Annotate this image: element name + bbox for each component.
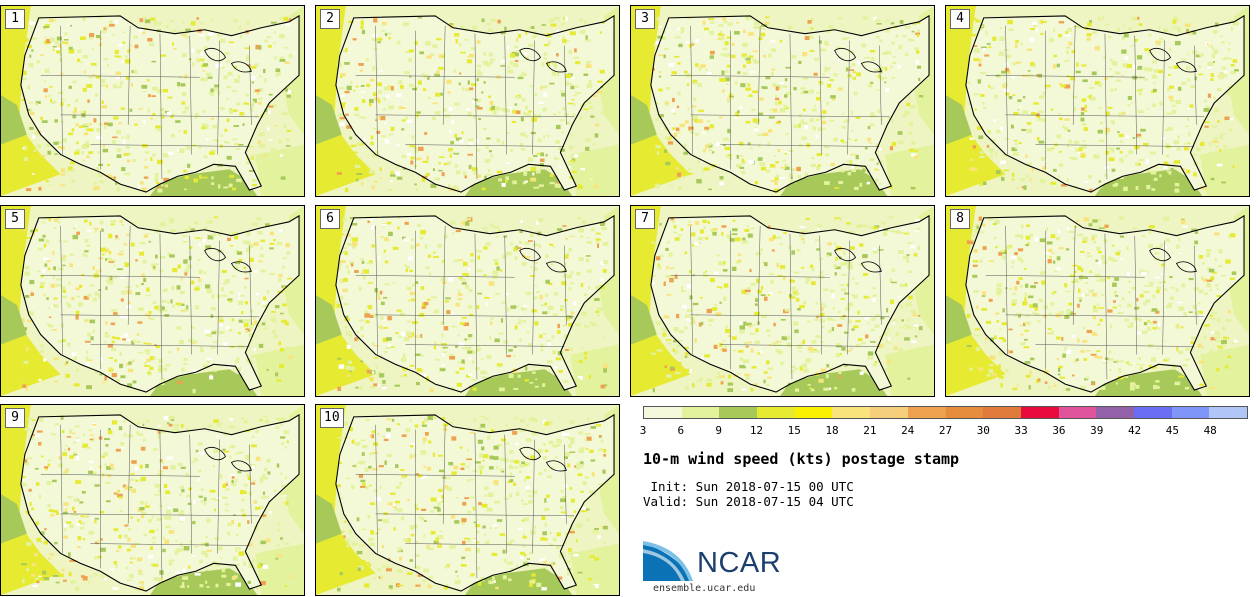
colorbar-swatch <box>644 407 682 418</box>
panel-number: 8 <box>950 209 970 229</box>
colorbar-swatch <box>1133 407 1172 418</box>
colorbar-swatch <box>1020 407 1059 418</box>
panel-number: 3 <box>635 9 655 29</box>
wind-speed-map <box>631 206 934 396</box>
ncar-logo-icon <box>643 541 693 581</box>
init-time: Init: Sun 2018-07-15 00 UTC <box>643 479 854 494</box>
valid-time: Valid: Sun 2018-07-15 04 UTC <box>643 494 854 509</box>
map-panel-8: 8 <box>945 205 1250 397</box>
wind-speed-map <box>1 206 304 396</box>
colorbar-tick-label: 3 <box>639 424 647 437</box>
colorbar-tick-label: 12 <box>749 424 764 437</box>
map-panel-3: 3 <box>630 5 935 197</box>
colorbar-swatch <box>983 407 1021 418</box>
colorbar-ticks: 3 6 9 12 15 18 21 24 27 30 33 36 39 42 45 48 <box>639 424 1248 440</box>
colorbar-tick-label: 39 <box>1090 424 1104 437</box>
panel-number: 2 <box>320 9 340 29</box>
colorbar-tick-label: 9 <box>715 424 722 437</box>
map-panel-10: 10 <box>315 404 620 596</box>
panel-number: 1 <box>5 9 25 29</box>
panel-number: 9 <box>5 408 25 428</box>
colorbar-swatch <box>794 407 833 418</box>
colorbar-tick-label: 15 <box>787 424 801 437</box>
panel-number: 10 <box>320 408 344 428</box>
colorbar-tick-label: 6 <box>677 424 685 437</box>
colorbar-swatch <box>1171 407 1210 418</box>
map-panel-7: 7 <box>630 205 935 397</box>
wind-speed-map <box>316 206 619 396</box>
wind-speed-map <box>1 405 304 595</box>
panel-number: 6 <box>320 209 340 229</box>
wind-speed-map <box>316 6 619 196</box>
wind-speed-map <box>631 6 934 196</box>
panel-number: 4 <box>950 9 970 29</box>
map-panel-5: 5 <box>0 205 305 397</box>
colorbar-tick-label: 24 <box>901 424 915 437</box>
logo-url: ensemble.ucar.edu <box>653 583 756 594</box>
map-panel-1: 1 <box>0 5 305 197</box>
wind-speed-map <box>316 405 619 595</box>
colorbar-tick-label: 36 <box>1052 424 1066 437</box>
colorbar-swatch <box>870 407 908 418</box>
colorbar-tick-label: 33 <box>1014 424 1028 437</box>
colorbar-tick-label: 45 <box>1165 424 1179 437</box>
map-panel-2: 2 <box>315 5 620 197</box>
wind-speed-map <box>946 6 1249 196</box>
colorbar-swatch <box>757 407 795 418</box>
colorbar-swatch <box>1058 407 1097 418</box>
colorbar-swatch <box>832 407 871 418</box>
logo-text: NCAR <box>697 547 782 579</box>
map-panel-4: 4 <box>945 5 1250 197</box>
colorbar-swatch <box>1209 407 1247 418</box>
colorbar-swatch <box>907 407 946 418</box>
colorbar-swatch <box>719 407 758 418</box>
colorbar-tick-label: 18 <box>825 424 839 437</box>
figure-title: 10-m wind speed (kts) postage stamp <box>643 450 960 468</box>
panel-number: 5 <box>5 209 25 229</box>
colorbar <box>643 406 1248 419</box>
colorbar-tick-label: 30 <box>976 424 990 437</box>
colorbar-tick-label: 21 <box>863 424 877 437</box>
wind-speed-map <box>946 206 1249 396</box>
colorbar-tick-label: 48 <box>1203 424 1217 437</box>
colorbar-tick-label: 42 <box>1127 424 1142 437</box>
colorbar-swatch <box>1096 407 1134 418</box>
colorbar-swatch <box>945 407 984 418</box>
wind-speed-map <box>1 6 304 196</box>
map-panel-9: 9 <box>0 404 305 596</box>
colorbar-tick-label: 27 <box>938 424 953 437</box>
colorbar-swatch <box>681 407 720 418</box>
map-panel-6: 6 <box>315 205 620 397</box>
panel-number: 7 <box>635 209 655 229</box>
